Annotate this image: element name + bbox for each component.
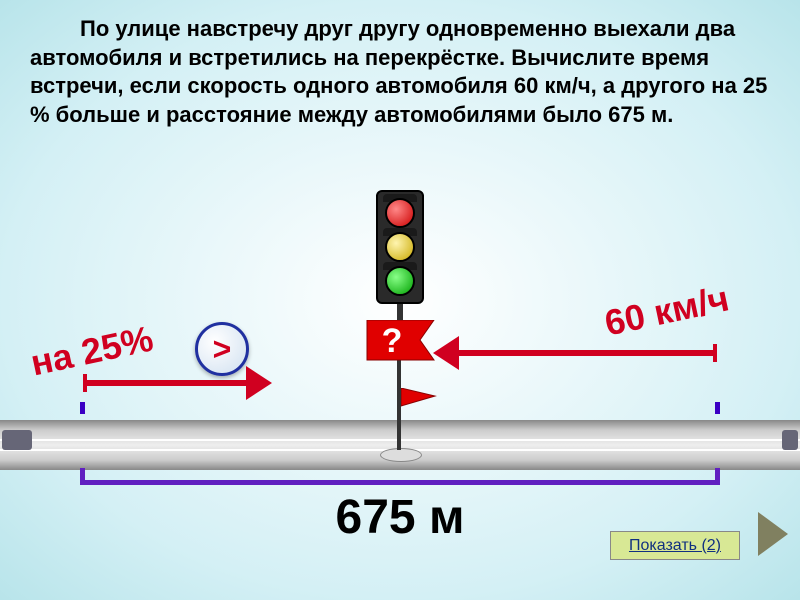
light-green	[385, 266, 415, 296]
light-red	[385, 198, 415, 228]
car-right-icon	[782, 430, 798, 450]
light-yellow	[385, 232, 415, 262]
flag-base	[380, 448, 422, 462]
svg-text:?: ?	[382, 322, 403, 360]
car-left-icon	[2, 430, 32, 450]
next-arrow-icon[interactable]	[758, 512, 788, 556]
speed-right-label: 60 км/ч	[601, 277, 733, 344]
traffic-light-icon	[370, 190, 430, 330]
distance-bracket-bottom	[80, 468, 720, 485]
show-button[interactable]: Показать (2)	[610, 531, 740, 560]
distance-label: 675 м	[336, 490, 465, 545]
small-red-flag-icon	[401, 388, 441, 423]
question-flag: ?	[362, 320, 442, 385]
problem-text: По улице навстречу друг другу одновремен…	[30, 15, 770, 129]
arrow-left-icon	[85, 380, 250, 386]
speed-left-label: на 25%	[27, 318, 157, 385]
arrow-right-icon	[455, 350, 715, 356]
greater-than-circle: >	[195, 322, 249, 376]
